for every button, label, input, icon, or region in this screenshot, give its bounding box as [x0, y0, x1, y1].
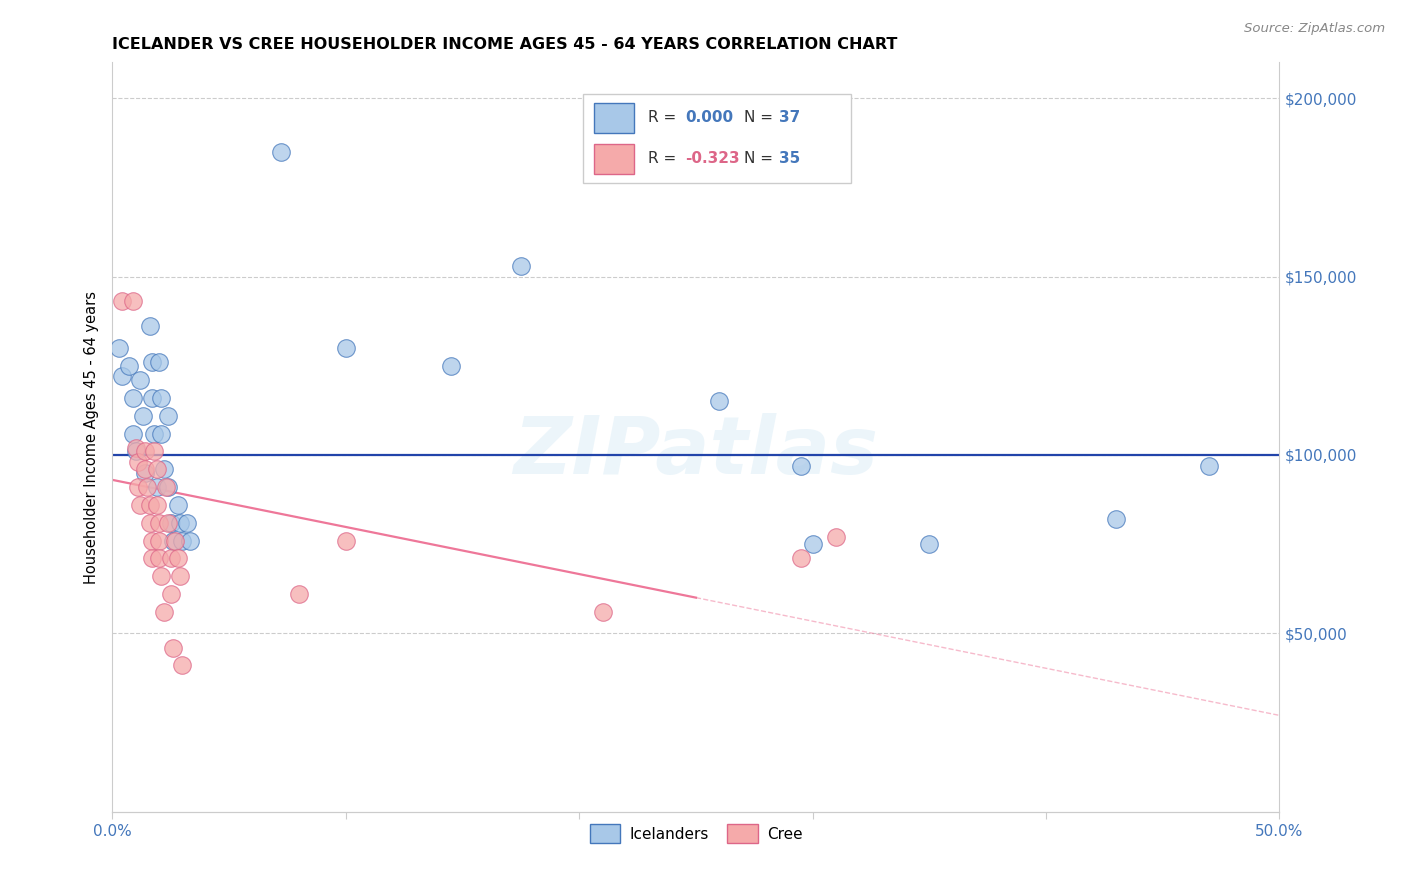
Point	[118, 359, 141, 373]
Point	[157, 516, 180, 530]
FancyBboxPatch shape	[595, 103, 634, 133]
Text: 0.000: 0.000	[685, 111, 733, 125]
Point	[139, 498, 162, 512]
Point	[148, 551, 170, 566]
Point	[179, 533, 201, 548]
Point	[509, 259, 531, 273]
Point	[125, 441, 148, 455]
Point	[153, 605, 176, 619]
Point	[122, 294, 145, 309]
Point	[160, 516, 183, 530]
Text: N =: N =	[744, 111, 778, 125]
Legend: Icelanders, Cree: Icelanders, Cree	[583, 818, 808, 849]
Y-axis label: Householder Income Ages 45 - 64 years: Householder Income Ages 45 - 64 years	[84, 291, 100, 583]
Text: N =: N =	[744, 152, 778, 166]
Point	[146, 462, 169, 476]
Point	[801, 537, 824, 551]
Point	[134, 444, 156, 458]
Point	[160, 551, 183, 566]
Point	[129, 373, 152, 387]
Point	[108, 341, 131, 355]
Point	[122, 426, 145, 441]
Point	[165, 533, 187, 548]
Point	[132, 409, 155, 423]
Point	[335, 533, 357, 548]
Point	[162, 533, 184, 548]
Point	[139, 319, 162, 334]
Text: ZIPatlas: ZIPatlas	[513, 413, 879, 491]
Point	[157, 480, 180, 494]
Point	[125, 444, 148, 458]
Point	[440, 359, 463, 373]
Point	[143, 426, 166, 441]
Point	[270, 145, 292, 159]
Point	[169, 516, 191, 530]
Point	[288, 587, 311, 601]
Text: -0.323: -0.323	[685, 152, 740, 166]
Point	[141, 533, 163, 548]
Point	[143, 444, 166, 458]
Point	[150, 391, 173, 405]
Point	[146, 498, 169, 512]
Point	[153, 462, 176, 476]
Point	[139, 516, 162, 530]
Text: R =: R =	[648, 111, 681, 125]
Point	[176, 516, 198, 530]
Point	[166, 498, 188, 512]
Point	[790, 458, 813, 473]
Point	[150, 569, 173, 583]
Point	[129, 498, 152, 512]
Point	[134, 466, 156, 480]
Point	[148, 516, 170, 530]
Point	[122, 391, 145, 405]
Point	[166, 551, 188, 566]
Point	[127, 455, 149, 469]
Point	[169, 569, 191, 583]
Point	[335, 341, 357, 355]
Point	[141, 391, 163, 405]
Point	[162, 640, 184, 655]
Point	[157, 409, 180, 423]
Point	[160, 587, 183, 601]
Point	[141, 355, 163, 369]
Text: 35: 35	[779, 152, 800, 166]
Point	[111, 369, 134, 384]
Point	[155, 480, 177, 494]
Text: Source: ZipAtlas.com: Source: ZipAtlas.com	[1244, 22, 1385, 36]
Text: R =: R =	[648, 152, 681, 166]
Point	[148, 355, 170, 369]
Point	[148, 533, 170, 548]
Point	[790, 551, 813, 566]
Point	[141, 551, 163, 566]
Point	[592, 605, 614, 619]
FancyBboxPatch shape	[595, 144, 634, 174]
Point	[709, 394, 731, 409]
Point	[172, 533, 194, 548]
Point	[1198, 458, 1220, 473]
Text: 37: 37	[779, 111, 800, 125]
Point	[136, 480, 159, 494]
Point	[918, 537, 941, 551]
Point	[127, 480, 149, 494]
Point	[134, 462, 156, 476]
Text: ICELANDER VS CREE HOUSEHOLDER INCOME AGES 45 - 64 YEARS CORRELATION CHART: ICELANDER VS CREE HOUSEHOLDER INCOME AGE…	[112, 37, 898, 52]
Point	[150, 426, 173, 441]
Point	[1105, 512, 1128, 526]
FancyBboxPatch shape	[583, 94, 851, 183]
Point	[825, 530, 848, 544]
Point	[146, 480, 169, 494]
Point	[172, 658, 194, 673]
Point	[111, 294, 134, 309]
